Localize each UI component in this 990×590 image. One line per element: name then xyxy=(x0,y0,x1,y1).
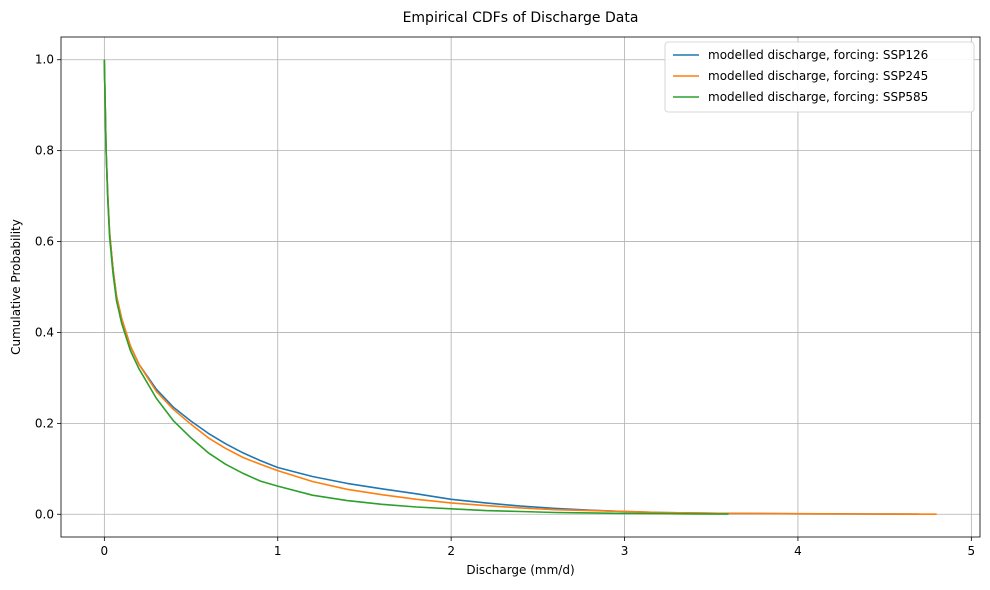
x-tick-label: 3 xyxy=(621,544,629,558)
legend-label: modelled discharge, forcing: SSP585 xyxy=(708,90,928,104)
legend-box xyxy=(664,41,975,113)
x-tick-label: 5 xyxy=(968,544,976,558)
series-line-1 xyxy=(103,59,920,516)
chart-title: Empirical CDFs of Discharge Data xyxy=(403,10,639,26)
axis-ticks: 0 1 2 3 4 5 0.0 0.2 0.4 0.6 0.8 1.0 xyxy=(35,53,975,558)
y-tick-label: 0.6 xyxy=(35,235,54,249)
series-line-2 xyxy=(103,59,937,516)
x-tick-label: 2 xyxy=(447,544,455,558)
legend: modelled discharge, forcing: SSP126 model… xyxy=(664,41,975,113)
x-tick-label: 4 xyxy=(794,544,802,558)
legend-label: modelled discharge, forcing: SSP126 xyxy=(708,48,928,62)
y-tick-label: 0.8 xyxy=(35,144,54,158)
y-axis-label: Cumulative Probability xyxy=(9,219,23,355)
y-tick-label: 0.2 xyxy=(35,416,54,430)
x-tick-label: 0 xyxy=(101,544,109,558)
series-line-3 xyxy=(103,59,729,515)
x-tick-label: 1 xyxy=(274,544,282,558)
plot-frame xyxy=(60,36,981,538)
legend-label: modelled discharge, forcing: SSP245 xyxy=(708,69,928,83)
x-axis-label: Discharge (mm/d) xyxy=(466,563,574,577)
y-tick-label: 0.0 xyxy=(35,507,54,521)
grid xyxy=(61,37,980,537)
series-lines xyxy=(103,59,937,516)
y-tick-label: 1.0 xyxy=(35,53,54,67)
y-tick-label: 0.4 xyxy=(35,325,54,339)
